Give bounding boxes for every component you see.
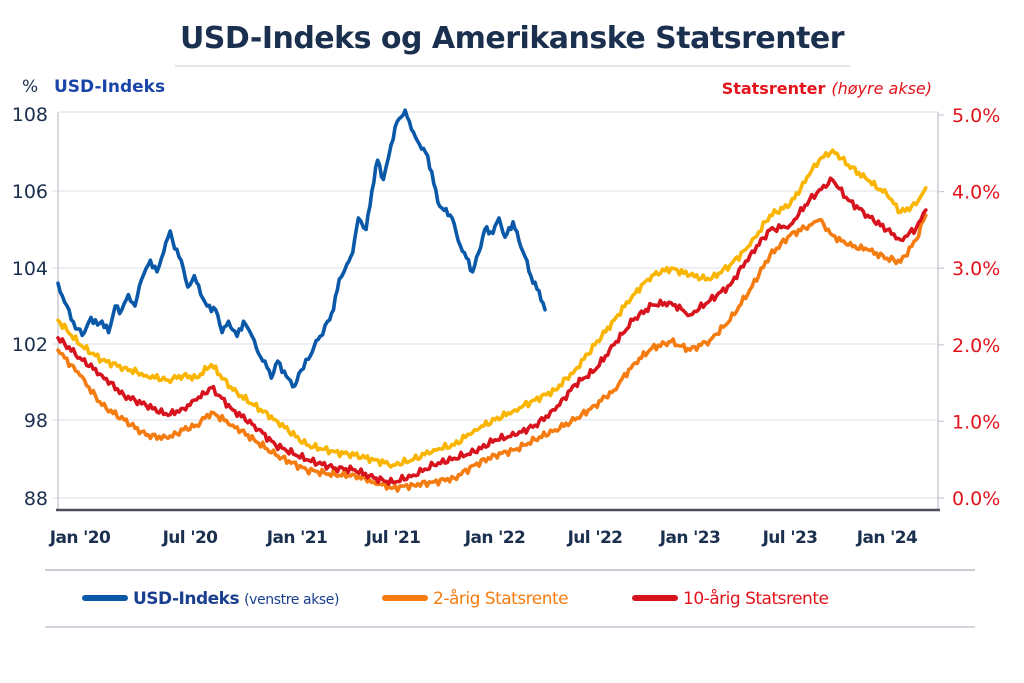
left-tick-label: 98 xyxy=(24,410,48,432)
plot-area xyxy=(58,112,938,510)
legend-label: USD-Indeks (venstre akse) xyxy=(133,589,339,609)
legend-item: 2-årig Statsrente xyxy=(382,588,569,609)
left-tick-label: 88 xyxy=(24,488,48,510)
x-tick-label: Jul '23 xyxy=(762,528,818,548)
left-tick-label: 102 xyxy=(12,334,48,356)
left-axis-unit: % xyxy=(22,77,38,97)
legend-label: 2-årig Statsrente xyxy=(433,588,568,609)
legend-label: 10-årig Statsrente xyxy=(683,588,829,609)
x-tick-label: Jul '22 xyxy=(567,528,623,548)
right-tick-label: 1.0% xyxy=(952,411,1000,433)
x-tick-label: Jul '21 xyxy=(365,528,421,548)
right-axis-title: Statsrenter (høyre akse) xyxy=(722,79,932,98)
series-line-2-rig-statsrente xyxy=(56,213,928,493)
right-tick-label: 2.0% xyxy=(952,335,1000,357)
x-tick-label: Jan '24 xyxy=(856,528,918,548)
x-tick-label: Jan '23 xyxy=(659,528,720,548)
series-line-10-rig-statsrente xyxy=(56,176,928,486)
legend-item: USD-Indeks (venstre akse) xyxy=(82,589,339,609)
right-tick-label: 0.0% xyxy=(952,488,1000,510)
series-layer xyxy=(56,108,928,493)
right-axis-title-main: Statsrenter xyxy=(722,79,826,98)
legend-item: 10-årig Statsrente xyxy=(632,588,829,609)
right-axis-title-sub: (høyre akse) xyxy=(831,79,932,98)
x-tick-label: Jan '21 xyxy=(266,528,327,548)
legend-sublabel: (venstre akse) xyxy=(244,592,339,608)
right-tick-label: 3.0% xyxy=(952,258,1000,280)
series-line-usd-indeks xyxy=(56,108,547,389)
left-tick-label: 106 xyxy=(12,181,48,203)
left-axis-title: USD-Indeks xyxy=(54,77,165,97)
chart-title: USD-Indeks og Amerikanske Statsrenter xyxy=(180,21,845,56)
left-axis-ticks: 108 106 104 102 98 88 xyxy=(12,104,48,510)
legend: USD-Indeks (venstre akse) 2-årig Statsrent… xyxy=(82,588,829,609)
right-axis-ticks: 5.0% 4.0% 3.0% 2.0% 1.0% 0.0% xyxy=(938,105,1000,510)
left-tick-label: 104 xyxy=(12,258,48,280)
x-tick-label: Jan '22 xyxy=(464,528,525,548)
left-tick-label: 108 xyxy=(12,104,48,126)
right-tick-label: 5.0% xyxy=(952,105,1000,127)
series-line-statsrente-gul- xyxy=(56,148,928,469)
x-tick-label: Jul '20 xyxy=(162,528,219,548)
x-tick-label: Jan '20 xyxy=(49,528,111,548)
x-axis-ticks: Jan '20 Jul '20 Jan '21 Jul '21 Jan '22 Jul '… xyxy=(49,528,919,548)
right-tick-label: 4.0% xyxy=(952,182,1000,204)
